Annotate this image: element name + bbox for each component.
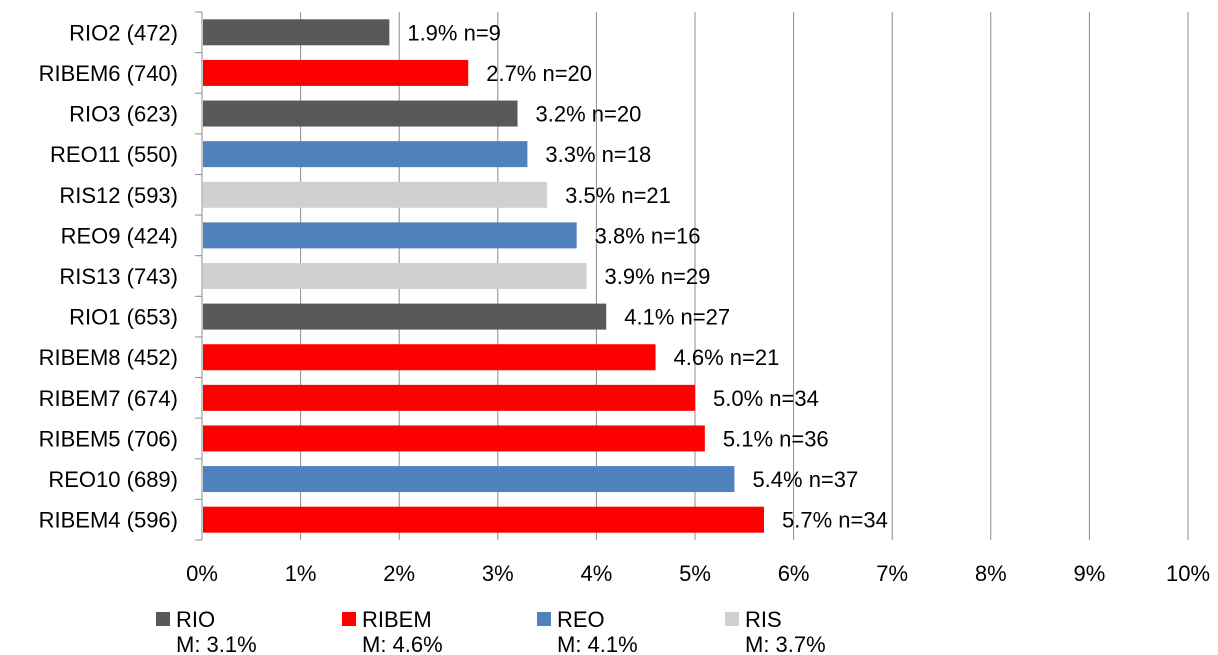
category-label: REO9 (424): [61, 223, 178, 248]
data-label: 5.1% n=36: [723, 426, 829, 451]
data-label: 4.6% n=21: [674, 345, 780, 370]
category-label: RIS13 (743): [59, 264, 178, 289]
legend-series-name: RIBEM: [362, 607, 432, 632]
data-label: 3.8% n=16: [595, 223, 701, 248]
legend-series-name: REO: [557, 607, 605, 632]
category-label: RIBEM8 (452): [39, 345, 178, 370]
x-tick-label: 7%: [876, 561, 908, 586]
category-label: RIO3 (623): [69, 102, 178, 127]
x-tick-label: 9%: [1074, 561, 1106, 586]
data-label: 3.9% n=29: [605, 264, 711, 289]
bar-ris: [203, 181, 548, 208]
bar-rio: [203, 303, 607, 330]
x-tick-label: 6%: [778, 561, 810, 586]
legend-swatch-ris: [725, 612, 739, 626]
data-label: 5.7% n=34: [782, 508, 888, 533]
x-tick-label: 4%: [581, 561, 613, 586]
x-tick-label: 0%: [186, 561, 218, 586]
data-label: 1.9% n=9: [407, 20, 501, 45]
category-label: RIO2 (472): [69, 20, 178, 45]
data-label: 5.4% n=37: [752, 467, 858, 492]
x-tick-label: 10%: [1166, 561, 1210, 586]
legend-swatch-reo: [537, 612, 551, 626]
data-label: 3.3% n=18: [545, 142, 651, 167]
legend-mean: M: 4.1%: [557, 632, 638, 655]
bar-ribem: [203, 59, 469, 86]
legend-mean: M: 3.7%: [745, 632, 826, 655]
category-label: RIS12 (593): [59, 183, 178, 208]
category-label: RIBEM7 (674): [39, 386, 178, 411]
bar-ribem: [203, 384, 695, 411]
x-tick-label: 3%: [482, 561, 514, 586]
data-label: 2.7% n=20: [486, 61, 592, 86]
bar-reo: [203, 141, 528, 168]
legend-swatch-ribem: [342, 612, 356, 626]
bar-rio: [203, 100, 518, 127]
category-label: RIBEM6 (740): [39, 61, 178, 86]
data-label: 5.0% n=34: [713, 386, 819, 411]
category-label: RIBEM4 (596): [39, 508, 178, 533]
bar-ribem: [203, 344, 656, 371]
category-label: RIO1 (653): [69, 305, 178, 330]
legend-mean: M: 4.6%: [362, 632, 443, 655]
bar-reo: [203, 466, 735, 493]
data-label: 3.2% n=20: [536, 102, 642, 127]
data-label: 3.5% n=21: [565, 183, 671, 208]
category-label: RIBEM5 (706): [39, 426, 178, 451]
bar-ris: [203, 263, 587, 289]
bar-reo: [203, 222, 577, 249]
x-tick-label: 5%: [679, 561, 711, 586]
data-label: 4.1% n=27: [624, 305, 730, 330]
bar-ribem: [203, 425, 705, 452]
legend-series-name: RIO: [176, 607, 215, 632]
x-tick-label: 2%: [383, 561, 415, 586]
bar-rio: [203, 19, 390, 46]
bar-ribem: [203, 506, 765, 533]
category-label: REO11 (550): [50, 142, 178, 167]
legend-mean: M: 3.1%: [176, 632, 257, 655]
x-tick-label: 1%: [285, 561, 317, 586]
legend-swatch-rio: [156, 612, 170, 626]
x-tick-label: 8%: [975, 561, 1007, 586]
legend-series-name: RIS: [745, 607, 782, 632]
category-label: REO10 (689): [48, 467, 178, 492]
